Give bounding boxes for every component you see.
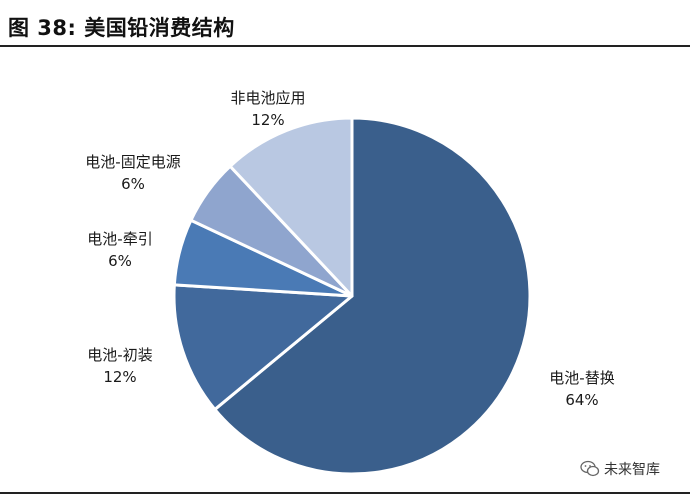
slice-value-label: 6% — [108, 252, 132, 270]
figure-header: 图 38: 美国铅消费结构 — [0, 0, 700, 46]
top-rule — [0, 45, 690, 47]
bottom-rule — [0, 492, 690, 494]
slice-label: 电池-初装 — [87, 346, 152, 364]
slice-label: 电池-替换 — [549, 369, 614, 387]
pie-slice — [172, 283, 354, 411]
slice-label: 非电池应用 — [230, 89, 305, 107]
watermark-text: 未来智库 — [604, 462, 660, 478]
slice-label: 电池-牵引 — [87, 230, 152, 248]
slice-value-label: 6% — [121, 175, 145, 193]
pie-slice — [228, 116, 354, 298]
slice-label: 电池-固定电源 — [85, 153, 180, 171]
slice-value-label: 12% — [251, 111, 284, 129]
slice-value-label: 64% — [565, 391, 598, 409]
slice-value-label: 12% — [103, 368, 136, 386]
pie-slice — [213, 116, 532, 476]
figure-title: 图 38: 美国铅消费结构 — [8, 16, 235, 40]
wechat-icon — [580, 460, 600, 477]
watermark: 未来智库 — [580, 458, 660, 480]
